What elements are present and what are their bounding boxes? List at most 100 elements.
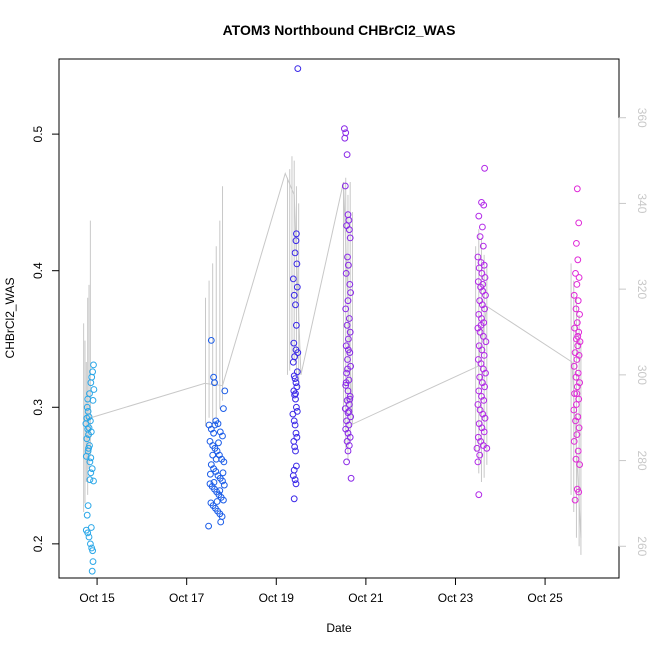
- data-point: [481, 274, 489, 281]
- data-point: [574, 332, 582, 340]
- x-tick-label: Oct 19: [259, 591, 295, 605]
- data-point: [575, 328, 583, 336]
- data-point: [292, 390, 299, 398]
- data-point: [291, 476, 299, 484]
- data-point: [573, 390, 581, 398]
- data-point: [481, 414, 489, 422]
- data-point: [291, 443, 299, 451]
- data-point: [476, 233, 484, 241]
- data-point: [575, 488, 583, 496]
- data-point: [293, 403, 300, 411]
- data-point: [574, 342, 582, 350]
- data-point: [294, 65, 302, 72]
- data-point: [477, 321, 485, 329]
- data-point: [87, 540, 94, 548]
- data-point: [220, 458, 228, 466]
- data-point: [220, 496, 227, 504]
- data-point: [90, 361, 97, 369]
- data-point: [292, 379, 300, 387]
- plot-frame: [58, 58, 620, 579]
- data-point: [292, 447, 299, 455]
- data-point: [291, 249, 299, 257]
- y-axis: 0.2 0.3 0.4 0.5: [31, 125, 60, 552]
- data-point: [481, 383, 489, 391]
- y2-tick-label: 300: [635, 365, 649, 385]
- overlay-line: [84, 171, 582, 538]
- chart-title: ATOM3 Northbound CHBrCl2_WAS: [223, 22, 456, 38]
- data-point: [87, 379, 95, 387]
- data-point: [345, 408, 353, 415]
- data-point: [345, 421, 353, 429]
- data-point: [87, 454, 95, 462]
- data-point: [344, 447, 352, 455]
- data-point: [85, 444, 92, 452]
- data-point: [571, 349, 579, 357]
- data-point: [573, 319, 581, 327]
- data-point: [293, 433, 301, 441]
- data-point: [342, 270, 350, 277]
- data-point: [346, 395, 354, 403]
- data-point: [573, 281, 581, 288]
- data-point: [346, 234, 354, 242]
- data-point: [475, 212, 483, 220]
- data-point: [475, 387, 483, 395]
- data-point: [210, 479, 218, 486]
- y-tick-label: 0.4: [31, 262, 45, 279]
- data-point: [90, 477, 97, 485]
- data-point: [574, 256, 582, 264]
- x-axis: Oct 15 Oct 17 Oct 19 Oct 21 Oct 23 Oct 25: [79, 577, 563, 605]
- data-point: [345, 315, 353, 322]
- data-point: [205, 522, 213, 530]
- data-point: [476, 373, 484, 381]
- data-point: [342, 305, 350, 313]
- overlay-trace: [83, 156, 582, 555]
- data-point: [209, 451, 217, 459]
- data-point: [345, 335, 352, 343]
- data-point: [341, 134, 349, 142]
- data-point: [344, 356, 351, 363]
- data-point: [290, 417, 298, 425]
- data-point: [342, 382, 350, 389]
- y2-tick-label: 360: [635, 108, 649, 128]
- data-point: [478, 393, 485, 400]
- data-point: [212, 455, 220, 463]
- data-point: [344, 387, 352, 395]
- x-tick-label: Oct 23: [438, 591, 474, 605]
- data-point: [480, 397, 488, 404]
- data-point: [573, 356, 581, 363]
- data-point: [214, 420, 222, 428]
- data-point: [289, 472, 297, 480]
- data-point: [570, 362, 578, 370]
- data-point: [345, 226, 353, 234]
- data-point: [343, 321, 351, 329]
- data-point: [291, 421, 299, 429]
- data-points: [82, 65, 584, 575]
- data-point: [83, 511, 91, 519]
- data-point: [576, 461, 583, 469]
- series-group: [570, 185, 584, 504]
- data-point: [480, 428, 488, 436]
- data-point: [345, 346, 352, 354]
- data-point: [206, 438, 214, 445]
- data-point: [221, 387, 229, 395]
- data-point: [294, 349, 302, 357]
- data-point: [342, 379, 350, 387]
- data-point: [343, 222, 351, 230]
- data-point: [474, 458, 482, 466]
- data-point: [290, 291, 298, 299]
- data-point: [210, 373, 218, 381]
- data-point: [347, 289, 355, 297]
- data-point: [88, 465, 96, 473]
- data-point: [290, 339, 298, 347]
- data-point: [86, 476, 94, 484]
- data-point: [572, 455, 580, 463]
- data-point: [293, 368, 301, 376]
- data-point: [290, 438, 298, 445]
- data-point: [88, 373, 96, 381]
- data-point: [292, 429, 300, 437]
- data-point: [475, 491, 483, 499]
- data-point: [573, 185, 581, 193]
- x-tick-label: Oct 25: [527, 591, 563, 605]
- data-point: [86, 458, 94, 466]
- data-point: [479, 332, 487, 340]
